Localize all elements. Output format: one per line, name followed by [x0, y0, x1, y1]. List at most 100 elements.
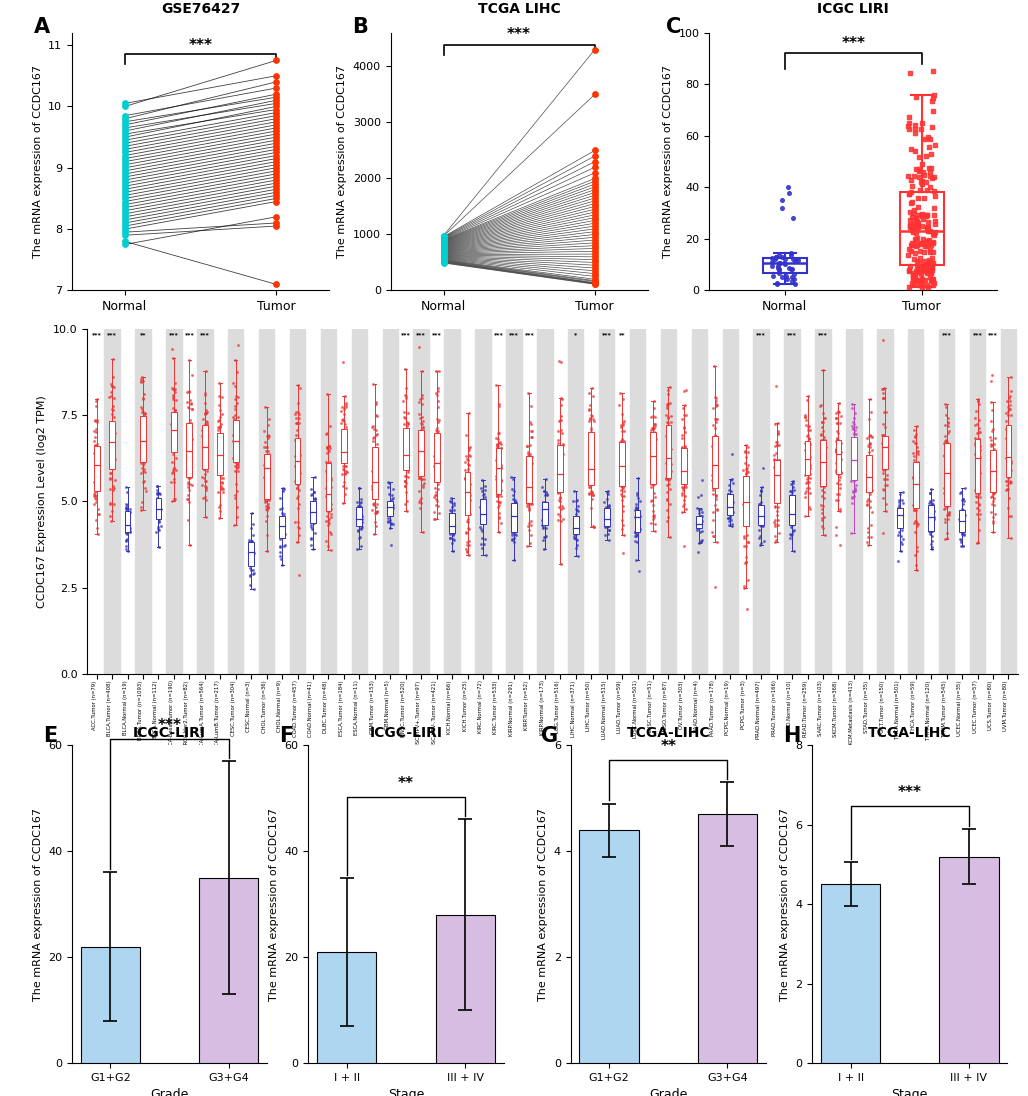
- Point: [381, 496, 398, 514]
- Point: [846, 425, 862, 443]
- Point: [552, 470, 568, 488]
- Bar: [542, 502, 548, 525]
- Point: [136, 424, 152, 442]
- Point: [550, 483, 566, 501]
- Point: [133, 373, 149, 390]
- Point: [116, 123, 133, 140]
- Point: [397, 472, 413, 490]
- Point: [118, 533, 135, 550]
- Bar: [784, 329, 800, 674]
- Point: [540, 487, 556, 504]
- Point: [337, 458, 354, 476]
- Point: [951, 510, 967, 527]
- Point: [400, 453, 416, 470]
- Point: [801, 454, 817, 471]
- Point: [985, 442, 1001, 459]
- Point: [214, 473, 230, 491]
- Point: [553, 389, 570, 407]
- Point: [781, 525, 798, 543]
- Point: [488, 429, 505, 446]
- Point: [352, 516, 368, 534]
- Point: [460, 455, 476, 472]
- Point: [87, 453, 104, 470]
- Point: [397, 477, 413, 494]
- Point: [335, 453, 352, 470]
- Point: [939, 398, 955, 415]
- Point: [306, 483, 323, 501]
- Point: [612, 397, 628, 414]
- Point: [909, 561, 925, 579]
- Point: [921, 492, 938, 510]
- Point: [102, 465, 118, 482]
- Point: [833, 450, 849, 468]
- Point: [875, 415, 891, 433]
- Point: [998, 449, 1015, 467]
- Point: [628, 512, 645, 529]
- Point: [87, 489, 104, 506]
- Point: [476, 501, 492, 518]
- Point: [986, 455, 1002, 472]
- Point: [536, 512, 552, 529]
- Point: [321, 437, 337, 455]
- Point: [103, 384, 119, 401]
- Point: [969, 432, 986, 449]
- Point: [922, 253, 939, 271]
- PathPatch shape: [900, 192, 944, 264]
- Point: [303, 504, 320, 522]
- Point: [764, 253, 780, 271]
- Point: [832, 456, 848, 473]
- Point: [446, 513, 463, 530]
- Point: [180, 479, 196, 496]
- Point: [289, 480, 305, 498]
- Point: [894, 483, 911, 501]
- Point: [228, 418, 245, 435]
- Point: [632, 520, 649, 537]
- Point: [182, 448, 198, 466]
- Point: [366, 442, 382, 459]
- Point: [336, 466, 353, 483]
- Point: [491, 398, 508, 415]
- Point: [674, 444, 691, 461]
- Point: [136, 408, 152, 425]
- Point: [260, 473, 277, 491]
- Point: [268, 113, 285, 130]
- Point: [552, 488, 568, 505]
- Point: [908, 208, 924, 226]
- Point: [587, 248, 603, 265]
- Point: [412, 390, 429, 408]
- Point: [242, 550, 258, 568]
- Point: [800, 418, 816, 435]
- Point: [917, 252, 933, 270]
- Point: [845, 483, 861, 501]
- Point: [893, 522, 910, 539]
- Point: [303, 486, 320, 503]
- Point: [630, 490, 647, 507]
- Point: [768, 275, 784, 293]
- Point: [414, 454, 431, 471]
- Point: [739, 494, 756, 512]
- Point: [998, 420, 1015, 437]
- Point: [259, 495, 276, 513]
- Point: [90, 505, 107, 523]
- Point: [894, 500, 911, 517]
- Point: [845, 420, 861, 437]
- Point: [940, 457, 956, 475]
- Point: [116, 116, 133, 134]
- Point: [846, 481, 862, 499]
- Point: [689, 515, 705, 533]
- Point: [213, 427, 229, 445]
- Point: [587, 275, 603, 293]
- Point: [181, 468, 197, 486]
- Point: [985, 523, 1001, 540]
- Point: [211, 510, 227, 527]
- Point: [368, 481, 384, 499]
- Point: [902, 216, 918, 233]
- Point: [705, 527, 722, 545]
- Point: [598, 517, 615, 535]
- Point: [922, 260, 939, 277]
- Point: [430, 450, 446, 468]
- Point: [724, 445, 740, 463]
- Point: [444, 530, 461, 548]
- Point: [435, 230, 451, 248]
- Point: [302, 487, 319, 504]
